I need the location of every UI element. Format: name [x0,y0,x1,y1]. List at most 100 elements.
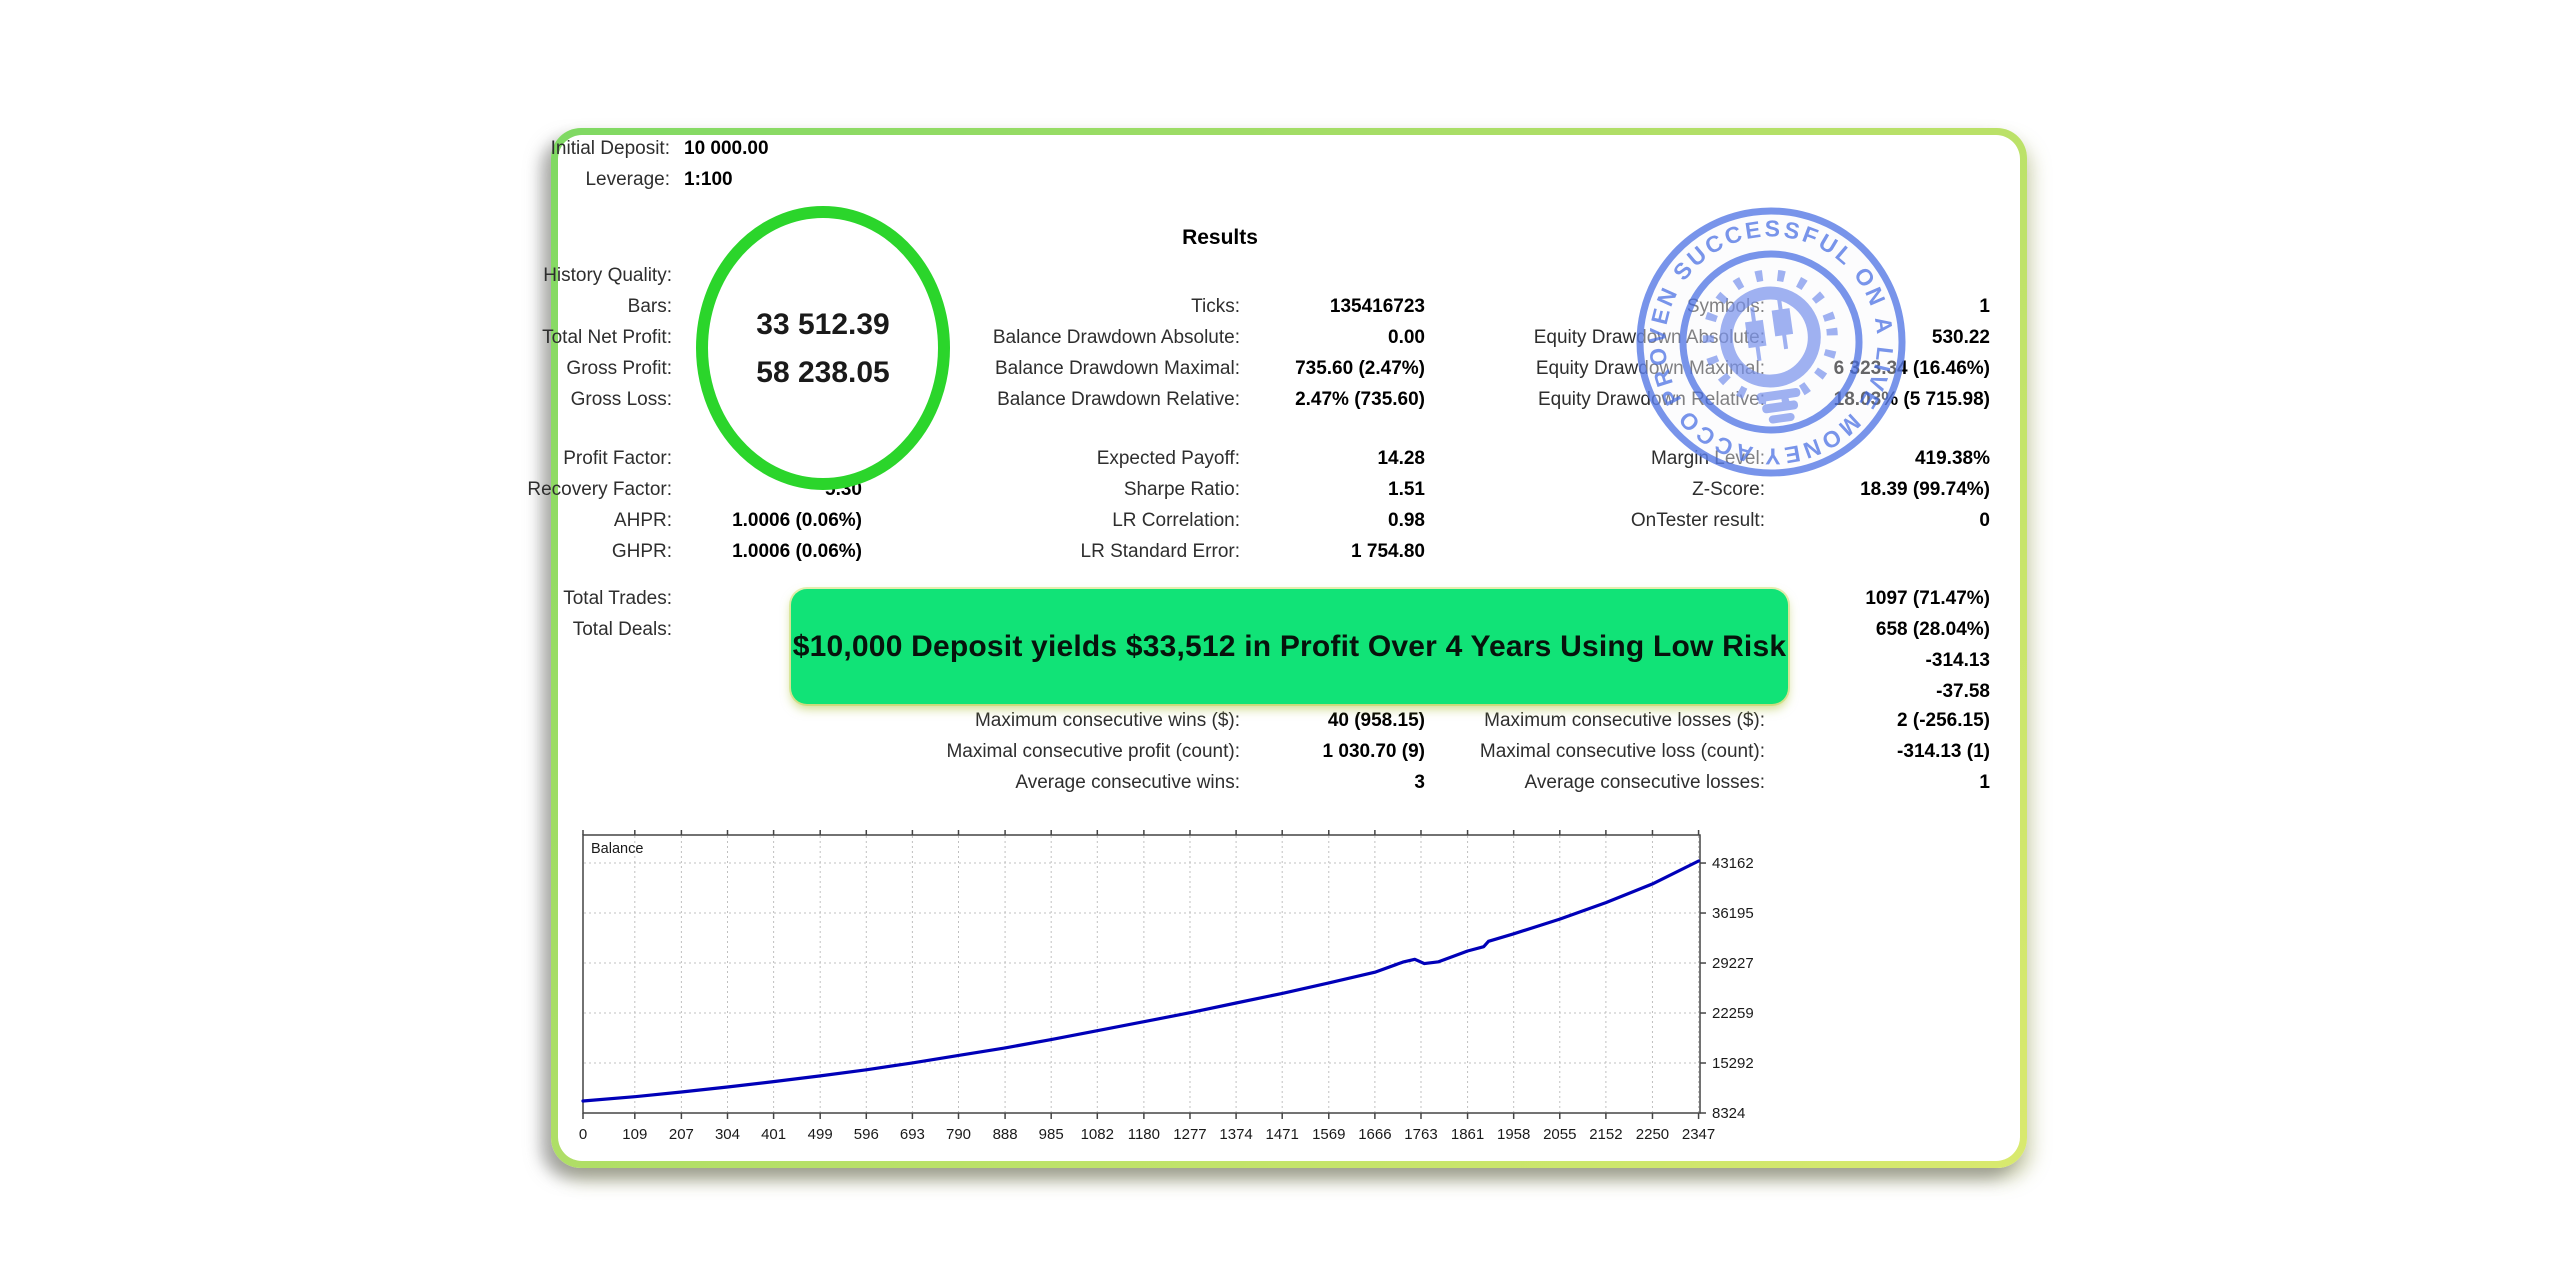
bulb-base-bar [1762,400,1799,414]
chart-legend-balance: Balance [591,841,643,857]
leverage-label: Leverage: [585,169,670,190]
stat-label: Ticks: [1191,296,1240,317]
stat-value: 1 754.80 [1351,541,1425,562]
stat-value: 18.39 (99.74%) [1860,479,1990,500]
stat-label: Total Deals: [572,619,672,640]
stat-value: 2 (-256.15) [1897,710,1990,731]
x-tick-label: 1277 [1173,1126,1206,1143]
lightbulb-rays [1702,269,1838,405]
x-tick-label: 207 [669,1126,694,1143]
stamp-inner-ring [1679,250,1863,434]
x-tick-label: 693 [900,1126,925,1143]
x-tick-label: 1958 [1497,1126,1530,1143]
y-tick-label: 15292 [1712,1055,1754,1072]
stat-value: 1 [1979,772,1990,793]
stat-value: 1.0006 (0.06%) [732,541,862,562]
y-tick-label: 22259 [1712,1005,1754,1022]
x-tick-label: 790 [946,1126,971,1143]
stat-label: Average consecutive wins: [1015,772,1240,793]
stat-label: Profit Factor: [563,448,672,469]
x-tick-label: 499 [808,1126,833,1143]
stat-value: 530.22 [1931,327,1990,348]
stat-value: 0 [1979,510,1990,531]
proven-stamp: PROVEN SUCCESSFUL ON A LIVE MONEY ACCOUN… [1583,150,1914,491]
balance-line [581,859,1701,1103]
stat-value: 0.00 [1388,327,1425,348]
stat-value: 658 (28.04%) [1875,619,1990,640]
stat-value: 1 030.70 (9) [1322,741,1425,762]
x-tick-label: 1763 [1404,1126,1437,1143]
x-tick-label: 1861 [1451,1126,1484,1143]
stat-value: 1.0006 (0.06%) [732,510,862,531]
stat-value: 1.51 [1388,479,1425,500]
stat-value: 14.28 [1377,448,1425,469]
stat-label: Balance Drawdown Relative: [997,389,1240,410]
bulb-base-bar [1768,412,1795,424]
x-tick-label: 1569 [1312,1126,1345,1143]
stat-value: 40 (958.15) [1327,710,1425,731]
stat-label: Maximum consecutive losses ($): [1484,710,1765,731]
x-tick-label: 2347 [1682,1126,1715,1143]
stat-value: 135416723 [1329,296,1425,317]
stat-label: Average consecutive losses: [1524,772,1765,793]
stat-label: Gross Loss: [570,389,672,410]
y-tick-label: 8324 [1712,1105,1745,1122]
initial-deposit-value: 10 000.00 [684,138,769,159]
lightbulb-glass [1719,286,1821,388]
x-tick-label: 1666 [1358,1126,1391,1143]
stat-value: 1097 (71.47%) [1865,588,1990,609]
x-tick-label: 596 [854,1126,879,1143]
leverage-value: 1:100 [684,169,733,190]
stat-value: 0.98 [1388,510,1425,531]
promo-banner-text: $10,000 Deposit yields $33,512 in Profit… [792,629,1787,663]
stat-label: Total Net Profit: [542,327,672,348]
stat-value: 419.38% [1914,448,1990,469]
x-tick-label: 1374 [1219,1126,1252,1143]
initial-deposit-label: Initial Deposit: [550,138,670,159]
stat-label: Total Trades: [563,588,672,609]
stat-label: Sharpe Ratio: [1123,479,1240,500]
stat-label: History Quality: [543,265,672,286]
stat-label: OnTester result: [1630,510,1765,531]
x-tick-label: 0 [579,1126,587,1143]
stat-label: GHPR: [611,541,672,562]
stat-label: Gross Profit: [566,358,672,379]
stat-value: 735.60 (2.47%) [1295,358,1425,379]
y-tick-label: 43162 [1712,855,1754,872]
stat-value: -37.58 [1936,681,1990,702]
stat-label: LR Standard Error: [1080,541,1240,562]
x-tick-label: 401 [761,1126,786,1143]
highlight-circle-icon [696,206,950,490]
candlestick-lightbulb-icon [1702,269,1838,424]
stat-label: Z-Score: [1692,479,1765,500]
stat-label: Equity Drawdown Maximal: [1535,358,1765,379]
x-tick-label: 985 [1039,1126,1064,1143]
stat-label: Balance Drawdown Absolute: [992,327,1240,348]
stat-label: Maximal consecutive loss (count): [1479,741,1765,762]
stat-value: 2.47% (735.60) [1295,389,1425,410]
stat-label: Maximum consecutive wins ($): [974,710,1240,731]
balance-chart: 0 109 207 304 401 499 596 693 790 888 985 1082 1180 1… [579,830,1754,1143]
stat-label: Equity Drawdown Absolute: [1533,327,1765,348]
stat-value: 18.03% (5 715.98) [1833,389,1990,410]
stat-label: AHPR: [613,510,672,531]
results-title: Results [1182,226,1258,249]
stat-value: 6 323.34 (16.46%) [1833,358,1990,379]
x-tick-label: 1471 [1266,1126,1299,1143]
stat-label: Expected Payoff: [1096,448,1240,469]
x-tick-label: 109 [622,1126,647,1143]
stat-value: 3 [1414,772,1425,793]
stat-value: 1 [1979,296,1990,317]
x-tick-label: 2055 [1543,1126,1576,1143]
x-tick-label: 2152 [1589,1126,1622,1143]
y-tick-label: 29227 [1712,955,1754,972]
x-tick-label: 304 [715,1126,740,1143]
stat-label: Maximal consecutive profit (count): [946,741,1240,762]
stamp-outer-ring [1636,207,1906,477]
stat-label: Recovery Factor: [527,479,672,500]
x-tick-label: 1180 [1128,1126,1160,1143]
bulb-base-bar [1756,387,1801,402]
stat-label: Bars: [627,296,672,317]
total-net-profit-value: 33 512.39 [756,308,890,341]
